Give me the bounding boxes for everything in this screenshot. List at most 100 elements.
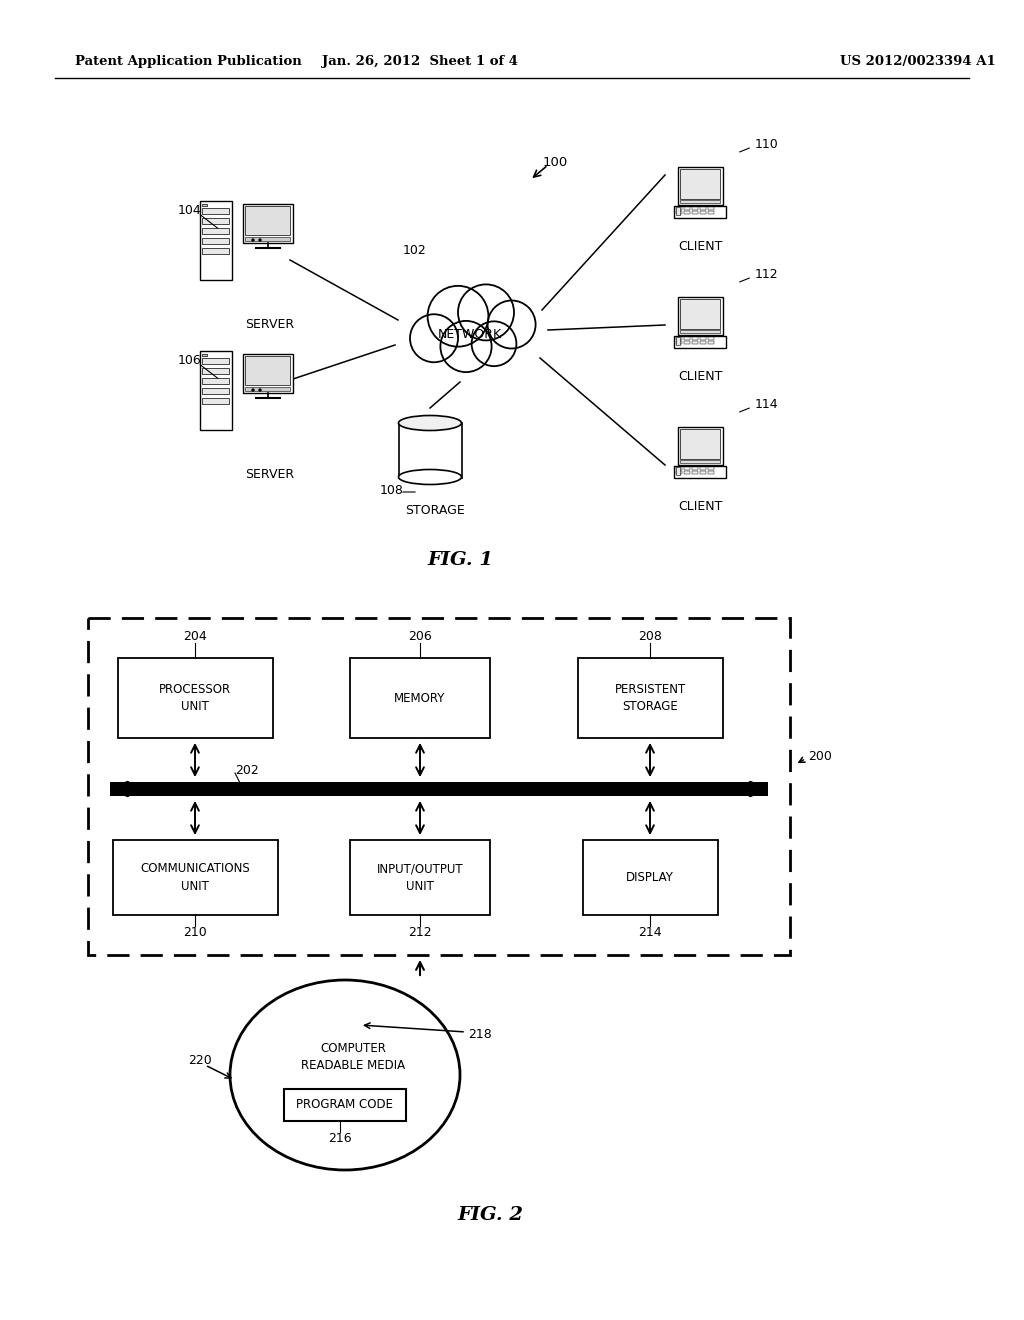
Text: Patent Application Publication: Patent Application Publication — [75, 55, 302, 69]
Text: PROCESSOR
UNIT: PROCESSOR UNIT — [159, 682, 231, 713]
Bar — [202, 368, 229, 374]
Bar — [700, 467, 706, 470]
Text: 216: 216 — [328, 1133, 352, 1146]
Bar — [680, 330, 720, 333]
Text: CLIENT: CLIENT — [678, 240, 722, 253]
Bar — [583, 840, 718, 915]
Circle shape — [458, 284, 514, 341]
Bar — [692, 471, 698, 474]
Bar — [684, 467, 690, 470]
Bar — [700, 207, 706, 210]
Bar — [245, 238, 290, 242]
Bar — [700, 211, 706, 214]
Text: STORAGE: STORAGE — [406, 503, 465, 516]
Bar — [674, 466, 726, 478]
Bar — [700, 471, 706, 474]
Bar — [700, 337, 706, 341]
Text: 208: 208 — [638, 630, 662, 643]
Bar — [708, 341, 714, 345]
Bar — [245, 206, 290, 235]
Bar — [684, 341, 690, 345]
Bar — [676, 341, 682, 345]
Circle shape — [428, 286, 488, 347]
Bar — [202, 399, 229, 404]
Circle shape — [259, 389, 261, 391]
Bar — [680, 429, 720, 459]
Text: INPUT/OUTPUT
UNIT: INPUT/OUTPUT UNIT — [377, 862, 463, 892]
Text: FIG. 1: FIG. 1 — [427, 550, 493, 569]
Bar — [692, 467, 698, 470]
Text: 106: 106 — [178, 354, 202, 367]
Circle shape — [440, 321, 492, 372]
Text: COMPUTER
READABLE MEDIA: COMPUTER READABLE MEDIA — [301, 1041, 406, 1072]
Bar — [245, 356, 290, 385]
Bar — [676, 337, 682, 341]
Text: 214: 214 — [638, 927, 662, 940]
Text: 102: 102 — [403, 243, 427, 256]
Bar — [245, 387, 290, 391]
Bar — [243, 205, 293, 243]
Text: CLIENT: CLIENT — [678, 500, 722, 513]
Text: SERVER: SERVER — [246, 469, 295, 482]
Bar — [350, 657, 490, 738]
Text: FIG. 2: FIG. 2 — [457, 1206, 523, 1224]
Bar — [708, 337, 714, 341]
Circle shape — [259, 239, 261, 242]
Bar — [680, 169, 720, 199]
Bar — [200, 201, 232, 280]
Bar — [692, 341, 698, 345]
Bar — [678, 297, 723, 335]
Bar — [680, 201, 720, 203]
Text: 210: 210 — [183, 927, 207, 940]
Bar — [578, 657, 723, 738]
Text: PERSISTENT
STORAGE: PERSISTENT STORAGE — [614, 682, 686, 713]
Circle shape — [487, 301, 536, 348]
Bar — [110, 781, 768, 796]
Text: 112: 112 — [755, 268, 778, 281]
Bar — [692, 337, 698, 341]
Text: 202: 202 — [234, 763, 259, 776]
Bar — [692, 211, 698, 214]
Bar — [708, 467, 714, 470]
Bar — [708, 471, 714, 474]
Text: Jan. 26, 2012  Sheet 1 of 4: Jan. 26, 2012 Sheet 1 of 4 — [322, 55, 518, 69]
Bar — [708, 207, 714, 210]
Bar — [676, 467, 682, 470]
Bar — [202, 378, 229, 384]
Text: 200: 200 — [808, 750, 831, 763]
Text: PROGRAM CODE: PROGRAM CODE — [297, 1098, 393, 1111]
Bar — [684, 471, 690, 474]
Bar — [676, 467, 680, 475]
Bar — [678, 426, 723, 465]
Bar — [676, 337, 680, 345]
Bar — [674, 337, 726, 348]
Text: 110: 110 — [755, 139, 778, 152]
Circle shape — [252, 239, 254, 242]
Ellipse shape — [230, 979, 460, 1170]
Bar — [200, 351, 232, 430]
FancyBboxPatch shape — [88, 618, 790, 954]
Text: 114: 114 — [755, 399, 778, 412]
Text: 100: 100 — [543, 156, 567, 169]
Bar — [708, 211, 714, 214]
Text: COMMUNICATIONS
UNIT: COMMUNICATIONS UNIT — [140, 862, 250, 892]
Ellipse shape — [398, 470, 462, 484]
Text: MEMORY: MEMORY — [394, 692, 445, 705]
Bar — [676, 211, 682, 214]
Bar — [202, 228, 229, 234]
Bar — [684, 207, 690, 210]
Text: 206: 206 — [409, 630, 432, 643]
Bar — [202, 209, 229, 214]
Bar — [284, 1089, 406, 1121]
Text: SERVER: SERVER — [246, 318, 295, 331]
Bar — [202, 218, 229, 224]
Bar — [202, 248, 229, 253]
Text: 108: 108 — [380, 483, 403, 496]
Text: CLIENT: CLIENT — [678, 371, 722, 384]
Bar — [680, 300, 720, 329]
Circle shape — [410, 314, 458, 362]
Text: 204: 204 — [183, 630, 207, 643]
Bar — [700, 341, 706, 345]
Text: 220: 220 — [188, 1053, 212, 1067]
Ellipse shape — [398, 416, 462, 430]
